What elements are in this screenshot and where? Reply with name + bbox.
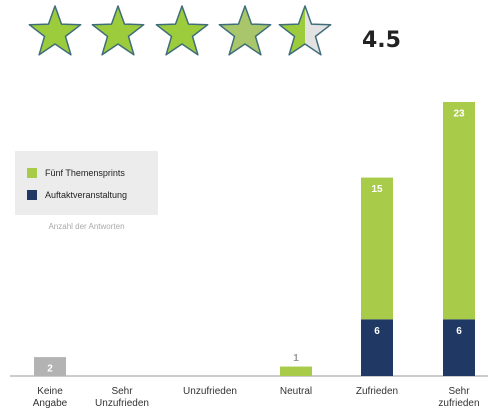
bar-segment	[443, 102, 475, 320]
x-tick-label: Zufrieden	[355, 386, 399, 397]
x-tick-label: Sehr zufrieden	[438, 386, 480, 409]
bar-segment	[34, 357, 66, 376]
legend-label: Auftaktveranstaltung	[45, 190, 128, 200]
rating-star	[91, 5, 145, 56]
x-tick-label: Unzufrieden	[183, 386, 237, 397]
data-label: 6	[374, 326, 380, 337]
legend-label: Fünf Themensprints	[45, 168, 125, 178]
legend-item: Fünf Themensprints	[27, 168, 125, 178]
axis-label: Anzahl der Antworten	[48, 222, 125, 231]
rating-value: 4.5	[362, 28, 401, 53]
data-label: 1	[293, 353, 299, 364]
x-tick-label: Neutral	[279, 386, 313, 397]
rating-star	[278, 5, 332, 56]
data-label: 23	[453, 109, 465, 120]
rating-star	[218, 5, 272, 56]
bar-segment	[443, 319, 475, 376]
legend: Fünf Themensprints Auftaktveranstaltung	[15, 151, 158, 215]
rating-star	[155, 5, 209, 56]
legend-swatch	[27, 190, 37, 200]
x-tick-label: Sehr Unzufrieden	[95, 386, 149, 409]
bar-segment	[280, 366, 312, 376]
bar-segment	[361, 319, 393, 376]
bar-segment	[361, 177, 393, 320]
data-label: 6	[456, 326, 462, 337]
data-label: 2	[47, 364, 53, 375]
legend-item: Auftaktveranstaltung	[27, 190, 127, 200]
x-tick-label: Keine Angabe	[32, 386, 68, 409]
rating-star	[28, 5, 82, 56]
legend-swatch	[27, 168, 37, 178]
data-label: 15	[371, 184, 383, 195]
